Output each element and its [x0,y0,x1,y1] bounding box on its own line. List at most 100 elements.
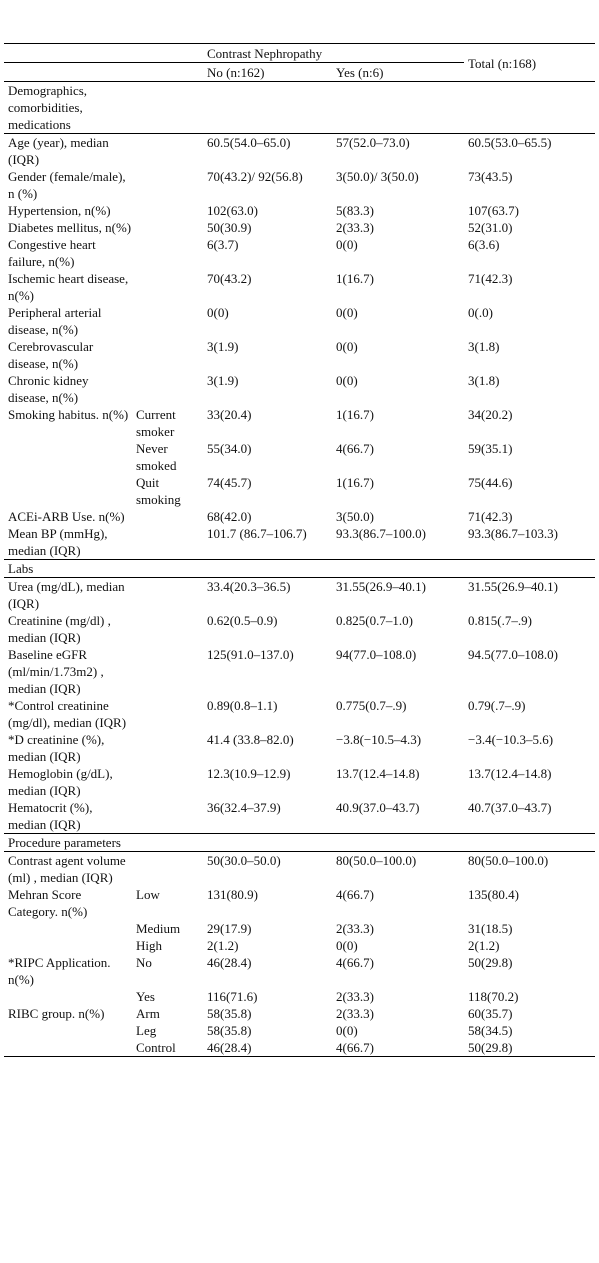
sub-label: High [136,938,162,953]
value-cell: 52(31.0) [468,220,513,235]
value-cell: 31(18.5) [468,921,513,936]
value-cell: 0.825(0.7–1.0) [336,613,413,628]
value-cell: 12.3(10.9–12.9) [207,766,291,781]
value-cell: 2(33.3) [336,220,374,235]
data-row: Urea (mg/dL), median (IQR) 33.4(20.3–36.5… [4,578,595,613]
value-cell: 46(28.4) [207,1040,252,1055]
value-cell: 93.3(86.7–103.3) [468,526,558,541]
value-cell: 5(83.3) [336,203,374,218]
data-row: Gender (female/male), n (%) 70(43.2)/ 92(… [4,168,595,202]
value-cell: 101.7 (86.7–106.7) [207,526,307,541]
value-cell: 70(43.2) [207,271,252,286]
yes-header: Yes (n:6) [332,62,465,82]
sub-label [132,646,203,697]
sub-label [132,578,203,613]
value-cell: 71(42.3) [468,271,513,286]
value-cell: 2(1.2) [207,938,239,953]
value-cell: 0(0) [336,373,358,388]
row-label: Creatinine (mg/dl) , median (IQR) [8,613,111,645]
value-cell: 93.3(86.7–100.0) [336,526,426,541]
data-row: Never smoked 55(34.0) 4(66.7) 59(35.1) [4,440,595,474]
section-label: Procedure parameters [4,833,132,852]
row-label: ACEi-ARB Use. n(%) [8,509,125,524]
sub-label [132,612,203,646]
value-cell: 50(29.8) [468,1040,513,1055]
value-cell: 33.4(20.3–36.5) [207,579,291,594]
sub-label [132,765,203,799]
row-label: Congestive heart failure, n(%) [8,237,96,269]
value-cell: 75(44.6) [468,475,513,490]
value-cell: 0(0) [336,339,358,354]
sub-label: Yes [136,989,155,1004]
data-table: Contrast Nephropathy Total (n:168) No (n… [4,43,595,1057]
row-label: *D creatinine (%), median (IQR) [8,732,105,764]
row-label [4,474,132,508]
no-header: No (n:162) [203,62,332,82]
value-cell: 70(43.2)/ 92(56.8) [207,169,303,184]
value-cell: −3.8(−10.5–4.3) [336,732,422,747]
value-cell: 13.7(12.4–14.8) [468,766,552,781]
value-cell: 74(45.7) [207,475,252,490]
table-body: Demographics, comorbidities, medications… [4,81,595,1057]
data-row: High 2(1.2) 0(0) 2(1.2) [4,937,595,954]
row-label: Baseline eGFR (ml/min/1.73m2) , median (… [8,647,104,696]
data-row: Leg 58(35.8) 0(0) 58(34.5) [4,1022,595,1039]
value-cell: 0(0) [207,305,229,320]
value-cell: 2(33.3) [336,1006,374,1021]
section-row: Demographics, comorbidities, medications [4,81,595,134]
row-label [4,1039,132,1057]
row-label: Cerebrovascular disease, n(%) [8,339,94,371]
row-label: Diabetes mellitus, n(%) [8,220,132,235]
sub-label [132,338,203,372]
sub-label [132,202,203,219]
value-cell: 50(30.0–50.0) [207,853,281,868]
sub-label [132,372,203,406]
sub-label: Never smoked [136,441,177,473]
value-cell: 2(33.3) [336,989,374,1004]
value-cell: 0(0) [336,237,358,252]
value-cell: 3(1.8) [468,339,500,354]
cell [132,833,595,852]
value-cell: 0(.0) [468,305,493,320]
data-row: Hematocrit (%), median (IQR) 36(32.4–37.9… [4,799,595,834]
value-cell: 71(42.3) [468,509,513,524]
value-cell: 58(35.8) [207,1023,252,1038]
cell [132,81,595,134]
row-label: Mehran Score Category. n(%) [8,887,88,919]
row-label [4,937,132,954]
value-cell: 2(1.2) [468,938,500,953]
sub-label [132,236,203,270]
total-header: Total (n:168) [464,43,595,82]
value-cell: −3.4(−10.3–5.6) [468,732,554,747]
sub-label [132,731,203,765]
data-row: Hemoglobin (g/dL), median (IQR) 12.3(10.9… [4,765,595,799]
value-cell: 34(20.2) [468,407,513,422]
row-label [4,988,132,1005]
value-cell: 0(0) [336,305,358,320]
sub-label [132,168,203,202]
value-cell: 80(50.0–100.0) [468,853,549,868]
row-label: Hemoglobin (g/dL), median (IQR) [8,766,113,798]
value-cell: 118(70.2) [468,989,519,1004]
sub-label: No [136,955,152,970]
value-cell: 3(50.0)/ 3(50.0) [336,169,419,184]
data-row: Contrast agent volume (ml) , median (IQR… [4,852,595,887]
sub-label: Control [136,1040,176,1055]
value-cell: 102(63.0) [207,203,258,218]
value-cell: 41.4 (33.8–82.0) [207,732,294,747]
data-row: Diabetes mellitus, n(%) 50(30.9) 2(33.3) 52… [4,219,595,236]
row-label: Urea (mg/dL), median (IQR) [8,579,125,611]
value-cell: 6(3.6) [468,237,500,252]
data-row: Cerebrovascular disease, n(%) 3(1.9) 0(0) 3… [4,338,595,372]
row-label [4,440,132,474]
data-row: Mehran Score Category. n(%) Low 131(80.9) 4… [4,886,595,920]
data-row: Quit smoking 74(45.7) 1(16.7) 75(44.6) [4,474,595,508]
value-cell: 29(17.9) [207,921,252,936]
row-label: Contrast agent volume (ml) , median (IQR… [8,853,126,885]
value-cell: 1(16.7) [336,271,374,286]
sub-label [132,219,203,236]
value-cell: 31.55(26.9–40.1) [468,579,558,594]
value-cell: 3(50.0) [336,509,374,524]
value-cell: 55(34.0) [207,441,252,456]
sub-label: Low [136,887,160,902]
